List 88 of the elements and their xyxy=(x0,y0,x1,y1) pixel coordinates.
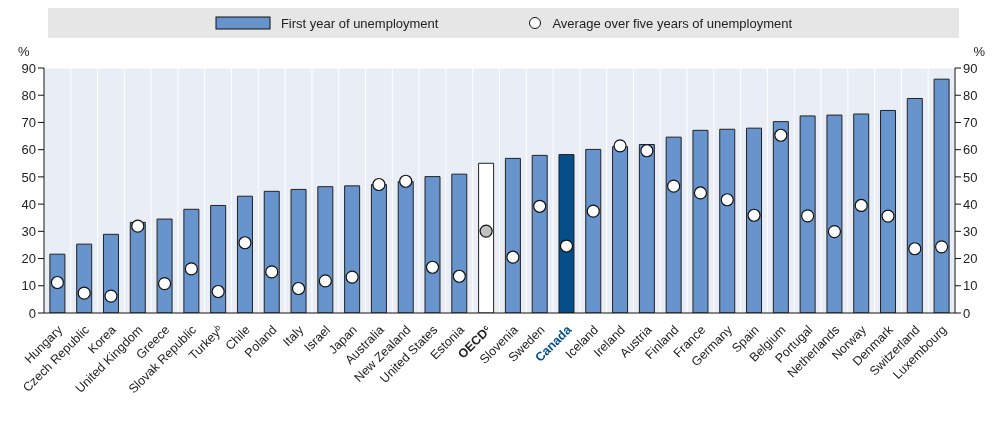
bar xyxy=(263,190,280,313)
point xyxy=(774,128,788,142)
y2-tick-label: 10 xyxy=(963,278,978,294)
legend-label: First year of unemployment xyxy=(280,15,439,31)
y-tick-label: 0 xyxy=(28,305,36,321)
y2-axis-title: % xyxy=(973,44,985,59)
point xyxy=(425,260,440,274)
bar xyxy=(129,221,146,313)
point xyxy=(131,219,145,233)
bar xyxy=(746,127,763,313)
y-tick-label: 30 xyxy=(21,223,36,239)
y-tick-label: 10 xyxy=(21,278,36,294)
y2-tick-label: 20 xyxy=(963,251,978,267)
point xyxy=(238,236,252,250)
point xyxy=(533,199,547,213)
y-tick-label: 60 xyxy=(21,142,36,158)
bar xyxy=(933,78,950,313)
point xyxy=(452,269,466,283)
point xyxy=(854,198,868,213)
bar xyxy=(344,185,361,313)
bar xyxy=(210,204,227,313)
bar xyxy=(236,195,253,313)
y2-tick-label: 60 xyxy=(963,142,978,158)
bar xyxy=(772,121,789,313)
bar xyxy=(156,218,173,313)
y2-tick-label: 90 xyxy=(963,60,978,76)
point xyxy=(693,186,708,200)
bar xyxy=(826,114,843,313)
bar xyxy=(370,184,387,313)
y2-tick-label: 30 xyxy=(963,223,978,239)
y-tick-label: 80 xyxy=(21,87,36,103)
point xyxy=(291,281,306,296)
bar xyxy=(799,115,816,313)
point xyxy=(265,265,279,279)
bar xyxy=(692,129,709,313)
bar xyxy=(880,109,897,313)
point xyxy=(586,204,600,218)
y-tick-label: 90 xyxy=(21,60,36,76)
point xyxy=(801,209,815,223)
bar xyxy=(906,97,923,313)
bar xyxy=(451,173,468,313)
y2-tick-label: 80 xyxy=(963,87,978,103)
bar xyxy=(612,146,629,313)
point xyxy=(613,139,627,153)
point xyxy=(908,242,922,256)
bar xyxy=(665,136,682,313)
point xyxy=(640,144,654,158)
y-axis-title: % xyxy=(18,44,30,59)
point xyxy=(372,177,386,192)
bar xyxy=(290,188,307,313)
point xyxy=(104,289,118,303)
y-tick-label: 40 xyxy=(21,196,36,212)
y-tick-label: 20 xyxy=(21,251,36,267)
bar xyxy=(183,208,200,313)
point xyxy=(935,240,949,254)
point xyxy=(399,174,413,188)
y2-tick-label: 70 xyxy=(963,115,978,131)
bar xyxy=(424,176,441,313)
bar xyxy=(853,113,870,313)
bar xyxy=(317,186,334,313)
y2-tick-label: 40 xyxy=(963,196,978,212)
bar xyxy=(397,181,414,313)
point xyxy=(747,208,761,222)
point xyxy=(827,225,842,239)
point xyxy=(211,284,225,299)
bar xyxy=(585,148,602,313)
point xyxy=(318,274,332,288)
point xyxy=(506,250,520,264)
bar xyxy=(478,162,495,313)
point xyxy=(77,286,91,300)
y-tick-label: 70 xyxy=(21,115,36,131)
bar xyxy=(719,128,736,313)
y-tick-label: 50 xyxy=(21,169,36,185)
point xyxy=(157,277,172,291)
point xyxy=(479,224,493,238)
point xyxy=(667,179,681,193)
point xyxy=(881,209,895,223)
bar xyxy=(504,157,521,313)
point xyxy=(345,270,359,284)
y2-tick-label: 50 xyxy=(963,169,978,185)
bar xyxy=(638,143,655,313)
legend-label: Average over five years of unemployment xyxy=(552,15,793,31)
y2-tick-label: 0 xyxy=(963,305,971,321)
bar xyxy=(558,154,575,313)
point xyxy=(184,262,198,276)
point xyxy=(559,239,574,253)
point xyxy=(720,193,734,207)
bar xyxy=(531,154,548,313)
